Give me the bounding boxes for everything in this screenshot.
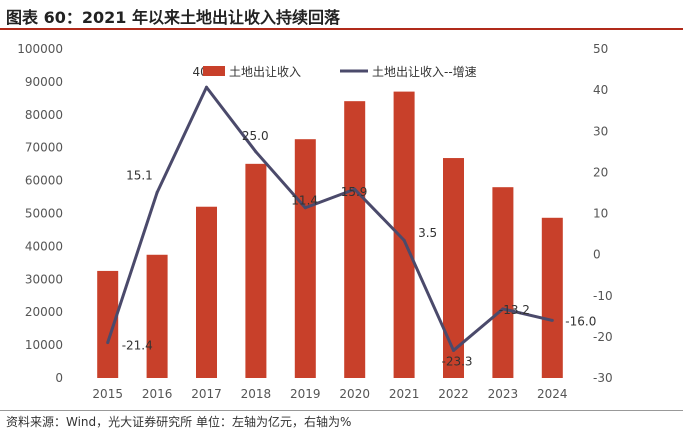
growth-point-2018 xyxy=(254,150,258,154)
right-tick-label: 20 xyxy=(593,165,608,179)
left-tick-label: 30000 xyxy=(25,272,63,286)
x-axis: 2015 2016 2017 2018 2019 2020 2021 2022 2023 2024 xyxy=(92,387,567,401)
right-tick-label: 0 xyxy=(593,248,601,262)
data-label-2021: 3.5 xyxy=(418,226,437,240)
left-tick-label: 50000 xyxy=(25,207,63,221)
left-tick-label: 40000 xyxy=(25,239,63,253)
legend-label-line: 土地出让收入--增速 xyxy=(372,65,477,79)
x-tick-label: 2017 xyxy=(191,387,222,401)
x-tick-label: 2020 xyxy=(339,387,370,401)
legend: 土地出让收入 土地出让收入--增速 xyxy=(203,65,477,79)
growth-point-2016 xyxy=(155,191,159,195)
right-tick-label: -20 xyxy=(593,330,613,344)
growth-point-2015 xyxy=(106,341,110,345)
right-tick-label: -10 xyxy=(593,289,613,303)
data-label-2020: 15.9 xyxy=(341,185,368,199)
right-tick-label: -30 xyxy=(593,371,613,385)
left-tick-label: 70000 xyxy=(25,141,63,155)
legend-label-bar: 土地出让收入 xyxy=(229,65,301,79)
x-tick-label: 2022 xyxy=(438,387,469,401)
bar-2017 xyxy=(196,206,217,378)
left-tick-label: 0 xyxy=(55,371,63,385)
left-tick-label: 80000 xyxy=(25,108,63,122)
growth-point-2019 xyxy=(303,206,307,210)
data-label-2024: -16.0 xyxy=(565,314,596,328)
data-label-2016: 15.1 xyxy=(126,169,153,183)
growth-point-2024 xyxy=(550,318,554,322)
x-tick-label: 2016 xyxy=(142,387,173,401)
growth-point-2017 xyxy=(205,85,208,89)
growth-point-2021 xyxy=(402,238,406,242)
bar-2019 xyxy=(294,139,316,378)
x-tick-label: 2021 xyxy=(389,387,420,401)
growth-point-2023 xyxy=(501,307,505,311)
right-tick-label: 40 xyxy=(593,83,608,97)
data-label-2018: 25.0 xyxy=(242,129,269,143)
line-series xyxy=(106,85,554,352)
right-tick-label: 10 xyxy=(593,207,608,221)
left-tick-label: 10000 xyxy=(25,338,63,352)
bar-2015 xyxy=(97,270,119,378)
bar-2021 xyxy=(393,91,415,379)
bar-2024 xyxy=(541,217,563,378)
growth-point-2022 xyxy=(452,348,455,352)
growth-point-2020 xyxy=(353,187,357,191)
left-tick-label: 90000 xyxy=(25,75,63,89)
combo-chart: 0 10000 20000 30000 40000 50000 60000 70000 8000… xyxy=(17,42,613,401)
x-tick-label: 2019 xyxy=(290,387,321,401)
right-tick-label: 30 xyxy=(593,124,608,138)
left-tick-label: 100000 xyxy=(17,42,63,56)
growth-line xyxy=(106,85,553,352)
bar-2022 xyxy=(443,158,464,378)
x-tick-label: 2023 xyxy=(488,387,519,401)
title-rule xyxy=(0,28,683,30)
bar-series xyxy=(97,91,563,379)
data-label-2023: -13.2 xyxy=(499,303,530,317)
x-tick-label: 2024 xyxy=(537,387,568,401)
left-axis: 0 10000 20000 30000 40000 50000 60000 70000 8000… xyxy=(17,42,63,385)
left-tick-label: 60000 xyxy=(25,174,63,188)
bar-2018 xyxy=(245,163,267,378)
chart-title: 图表 60：2021 年以来土地出让收入持续回落 xyxy=(6,8,340,27)
source-note: 资料来源：Wind，光大证券研究所 单位：左轴为亿元，右轴为% xyxy=(6,415,352,429)
right-tick-label: 50 xyxy=(593,42,608,56)
data-label-2015: -21.4 xyxy=(122,339,153,353)
bar-2016 xyxy=(146,254,168,378)
right-axis: -30 -20 -10 0 10 20 30 40 50 xyxy=(593,42,613,385)
x-tick-label: 2018 xyxy=(241,387,272,401)
left-tick-label: 20000 xyxy=(25,305,63,319)
data-label-2019: 11.4 xyxy=(291,194,318,208)
legend-swatch-bar xyxy=(203,66,225,76)
data-label-2022: -23.3 xyxy=(442,354,473,368)
x-tick-label: 2015 xyxy=(92,387,123,401)
footer-rule xyxy=(0,410,683,411)
bar-2023 xyxy=(492,187,514,378)
bar-2020 xyxy=(344,101,366,378)
